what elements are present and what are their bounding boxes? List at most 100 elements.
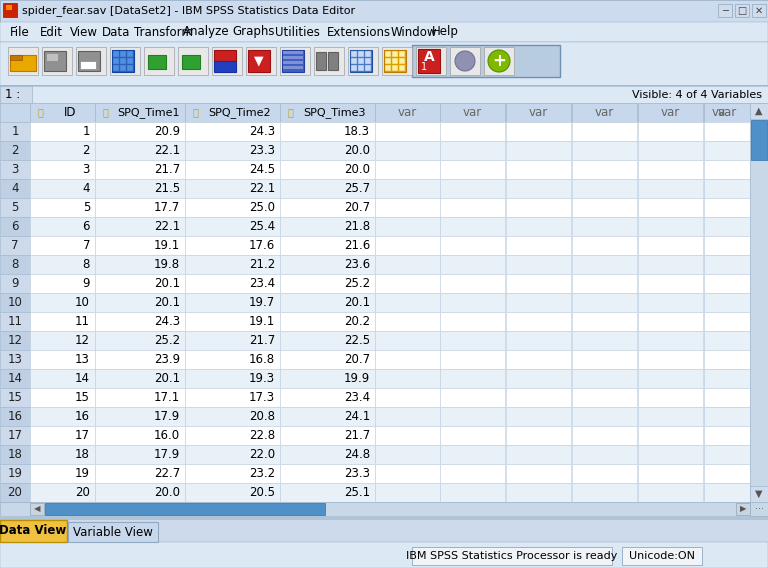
Text: 1: 1 [421, 62, 427, 72]
Bar [316, 52, 326, 70]
Text: 19.3: 19.3 [249, 372, 275, 385]
Bar [506, 369, 571, 388]
Bar [178, 47, 208, 75]
Bar [440, 160, 505, 179]
Circle shape [455, 51, 475, 71]
Bar [704, 236, 750, 255]
Bar [638, 141, 703, 160]
Text: SPQ_Time3: SPQ_Time3 [304, 107, 366, 118]
Text: 19.9: 19.9 [344, 372, 370, 385]
Text: 20.5: 20.5 [249, 486, 275, 499]
Bar [704, 179, 750, 198]
Bar [280, 122, 375, 141]
Bar [30, 445, 95, 464]
Text: 23.3: 23.3 [344, 467, 370, 480]
Bar [0, 464, 30, 483]
Text: var: var [462, 106, 482, 119]
Bar [704, 388, 750, 407]
Text: 20.1: 20.1 [154, 277, 180, 290]
Bar [440, 445, 505, 464]
Bar [399, 58, 405, 64]
Bar [280, 331, 375, 350]
Text: ▼: ▼ [755, 489, 763, 499]
Bar [638, 369, 703, 388]
Bar [638, 103, 703, 122]
Bar [185, 331, 280, 350]
Bar [572, 179, 637, 198]
Text: Graphs: Graphs [232, 26, 274, 39]
Text: 23.4: 23.4 [249, 277, 275, 290]
Bar [704, 141, 750, 160]
Text: 12: 12 [8, 334, 22, 347]
Bar [375, 141, 440, 160]
Bar [0, 103, 30, 122]
Bar [30, 103, 95, 122]
Text: ▼: ▼ [254, 55, 264, 68]
Text: Extensions: Extensions [327, 26, 391, 39]
Bar [95, 293, 185, 312]
Text: ─: ─ [722, 6, 728, 16]
Bar [280, 350, 375, 369]
Bar [3, 3, 17, 17]
Text: View: View [70, 26, 98, 39]
Text: 25.2: 25.2 [154, 334, 180, 347]
Bar [148, 55, 166, 69]
Text: 3: 3 [12, 163, 18, 176]
Bar [30, 464, 95, 483]
Bar [0, 141, 30, 160]
Bar [0, 293, 30, 312]
Bar [736, 503, 750, 515]
Bar [10, 55, 22, 60]
Bar [280, 388, 375, 407]
Text: 16.0: 16.0 [154, 429, 180, 442]
Bar [283, 61, 303, 64]
Text: 23.9: 23.9 [154, 353, 180, 366]
Bar [704, 255, 750, 274]
Bar [214, 50, 236, 61]
Bar [42, 47, 72, 75]
Bar [120, 58, 126, 64]
Bar [506, 312, 571, 331]
Bar [375, 236, 440, 255]
Bar [572, 369, 637, 388]
Text: Edit: Edit [40, 26, 63, 39]
Bar [704, 122, 750, 141]
Bar [440, 103, 505, 122]
Text: 23.3: 23.3 [249, 144, 275, 157]
Bar [127, 58, 133, 64]
Bar [572, 350, 637, 369]
Bar [375, 198, 440, 217]
Bar [280, 236, 375, 255]
Bar [280, 198, 375, 217]
Text: Data: Data [102, 26, 131, 39]
Bar [704, 160, 750, 179]
Bar [283, 66, 303, 69]
Bar [8, 47, 38, 75]
Text: +: + [492, 52, 506, 70]
Bar [375, 312, 440, 331]
Bar [572, 407, 637, 426]
Text: 6: 6 [82, 220, 90, 233]
Text: ▲: ▲ [755, 106, 763, 116]
Bar [185, 350, 280, 369]
Text: 22.0: 22.0 [249, 448, 275, 461]
Text: 1: 1 [82, 125, 90, 138]
Bar [30, 407, 95, 426]
Bar [350, 50, 372, 72]
Bar [365, 58, 371, 64]
Bar [638, 236, 703, 255]
Text: 17.7: 17.7 [154, 201, 180, 214]
Text: 19.1: 19.1 [154, 239, 180, 252]
Bar [0, 369, 30, 388]
Text: 21.7: 21.7 [344, 429, 370, 442]
Bar [412, 45, 560, 77]
Bar [280, 103, 375, 122]
Bar [185, 483, 280, 502]
Bar [95, 426, 185, 445]
Text: Variable View: Variable View [73, 525, 153, 538]
Text: File: File [10, 26, 30, 39]
Bar [506, 217, 571, 236]
Bar [750, 103, 768, 502]
Bar [348, 47, 378, 75]
Text: 15: 15 [75, 391, 90, 404]
